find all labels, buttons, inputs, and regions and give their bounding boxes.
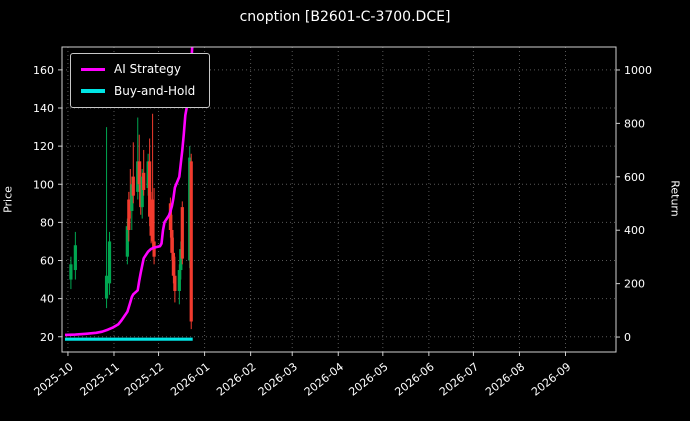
price-tick-label: 120: [33, 140, 54, 153]
price-tick-label: 100: [33, 178, 54, 191]
price-tick-label: 160: [33, 64, 54, 77]
plot-frame: [61, 46, 617, 353]
legend-item-buy-and-hold: Buy-and-Hold: [81, 84, 195, 98]
return-tick-label: 0: [624, 331, 631, 344]
legend-label-buy-and-hold: Buy-and-Hold: [114, 84, 196, 98]
price-tick-label: 140: [33, 102, 54, 115]
x-tick-label: 2025-10: [32, 360, 76, 399]
legend-box: AI Strategy Buy-and-Hold: [70, 53, 211, 108]
axis-ticks: 20 40 60 80 100 120 140 160 0 200 400 600 800 1000 202…: [32, 64, 652, 399]
price-tick-label: 40: [40, 293, 54, 306]
return-axis-label: Return: [668, 180, 682, 217]
return-tick-label: 200: [624, 278, 645, 291]
x-tick-label: 2025-11: [78, 360, 122, 399]
candlestick-series: [69, 113, 193, 330]
price-tick-label: 60: [40, 255, 54, 268]
return-tick-label: 400: [624, 224, 645, 237]
price-tick-label: 20: [40, 331, 54, 344]
x-tick-label: 2026-02: [214, 360, 258, 399]
legend-item-ai-strategy: AI Strategy: [81, 62, 195, 76]
return-tick-label: 1000: [624, 64, 652, 77]
price-axis-label: Price: [1, 186, 15, 213]
ai-strategy-line: [64, 47, 194, 337]
ai-strategy-line-swatch: [81, 67, 105, 71]
x-tick-label: 2026-01: [168, 360, 212, 399]
x-tick-label: 2026-08: [483, 360, 527, 399]
x-tick-label: 2026-05: [346, 360, 390, 399]
chart-title: cnoption [B2601-C-3700.DCE]: [239, 9, 451, 25]
legend-label-ai-strategy: AI Strategy: [114, 62, 181, 76]
x-tick-label: 2026-09: [529, 360, 573, 399]
x-tick-label: 2026-03: [256, 360, 300, 399]
x-tick-label: 2026-04: [302, 360, 346, 399]
x-tick-label: 2026-06: [392, 360, 436, 399]
buy-and-hold-line-swatch: [81, 89, 105, 93]
x-tick-label: 2026-07: [437, 360, 481, 399]
return-tick-label: 800: [624, 117, 645, 130]
return-tick-label: 600: [624, 171, 645, 184]
x-tick-label: 2025-12: [122, 360, 166, 399]
price-tick-label: 80: [40, 216, 54, 229]
